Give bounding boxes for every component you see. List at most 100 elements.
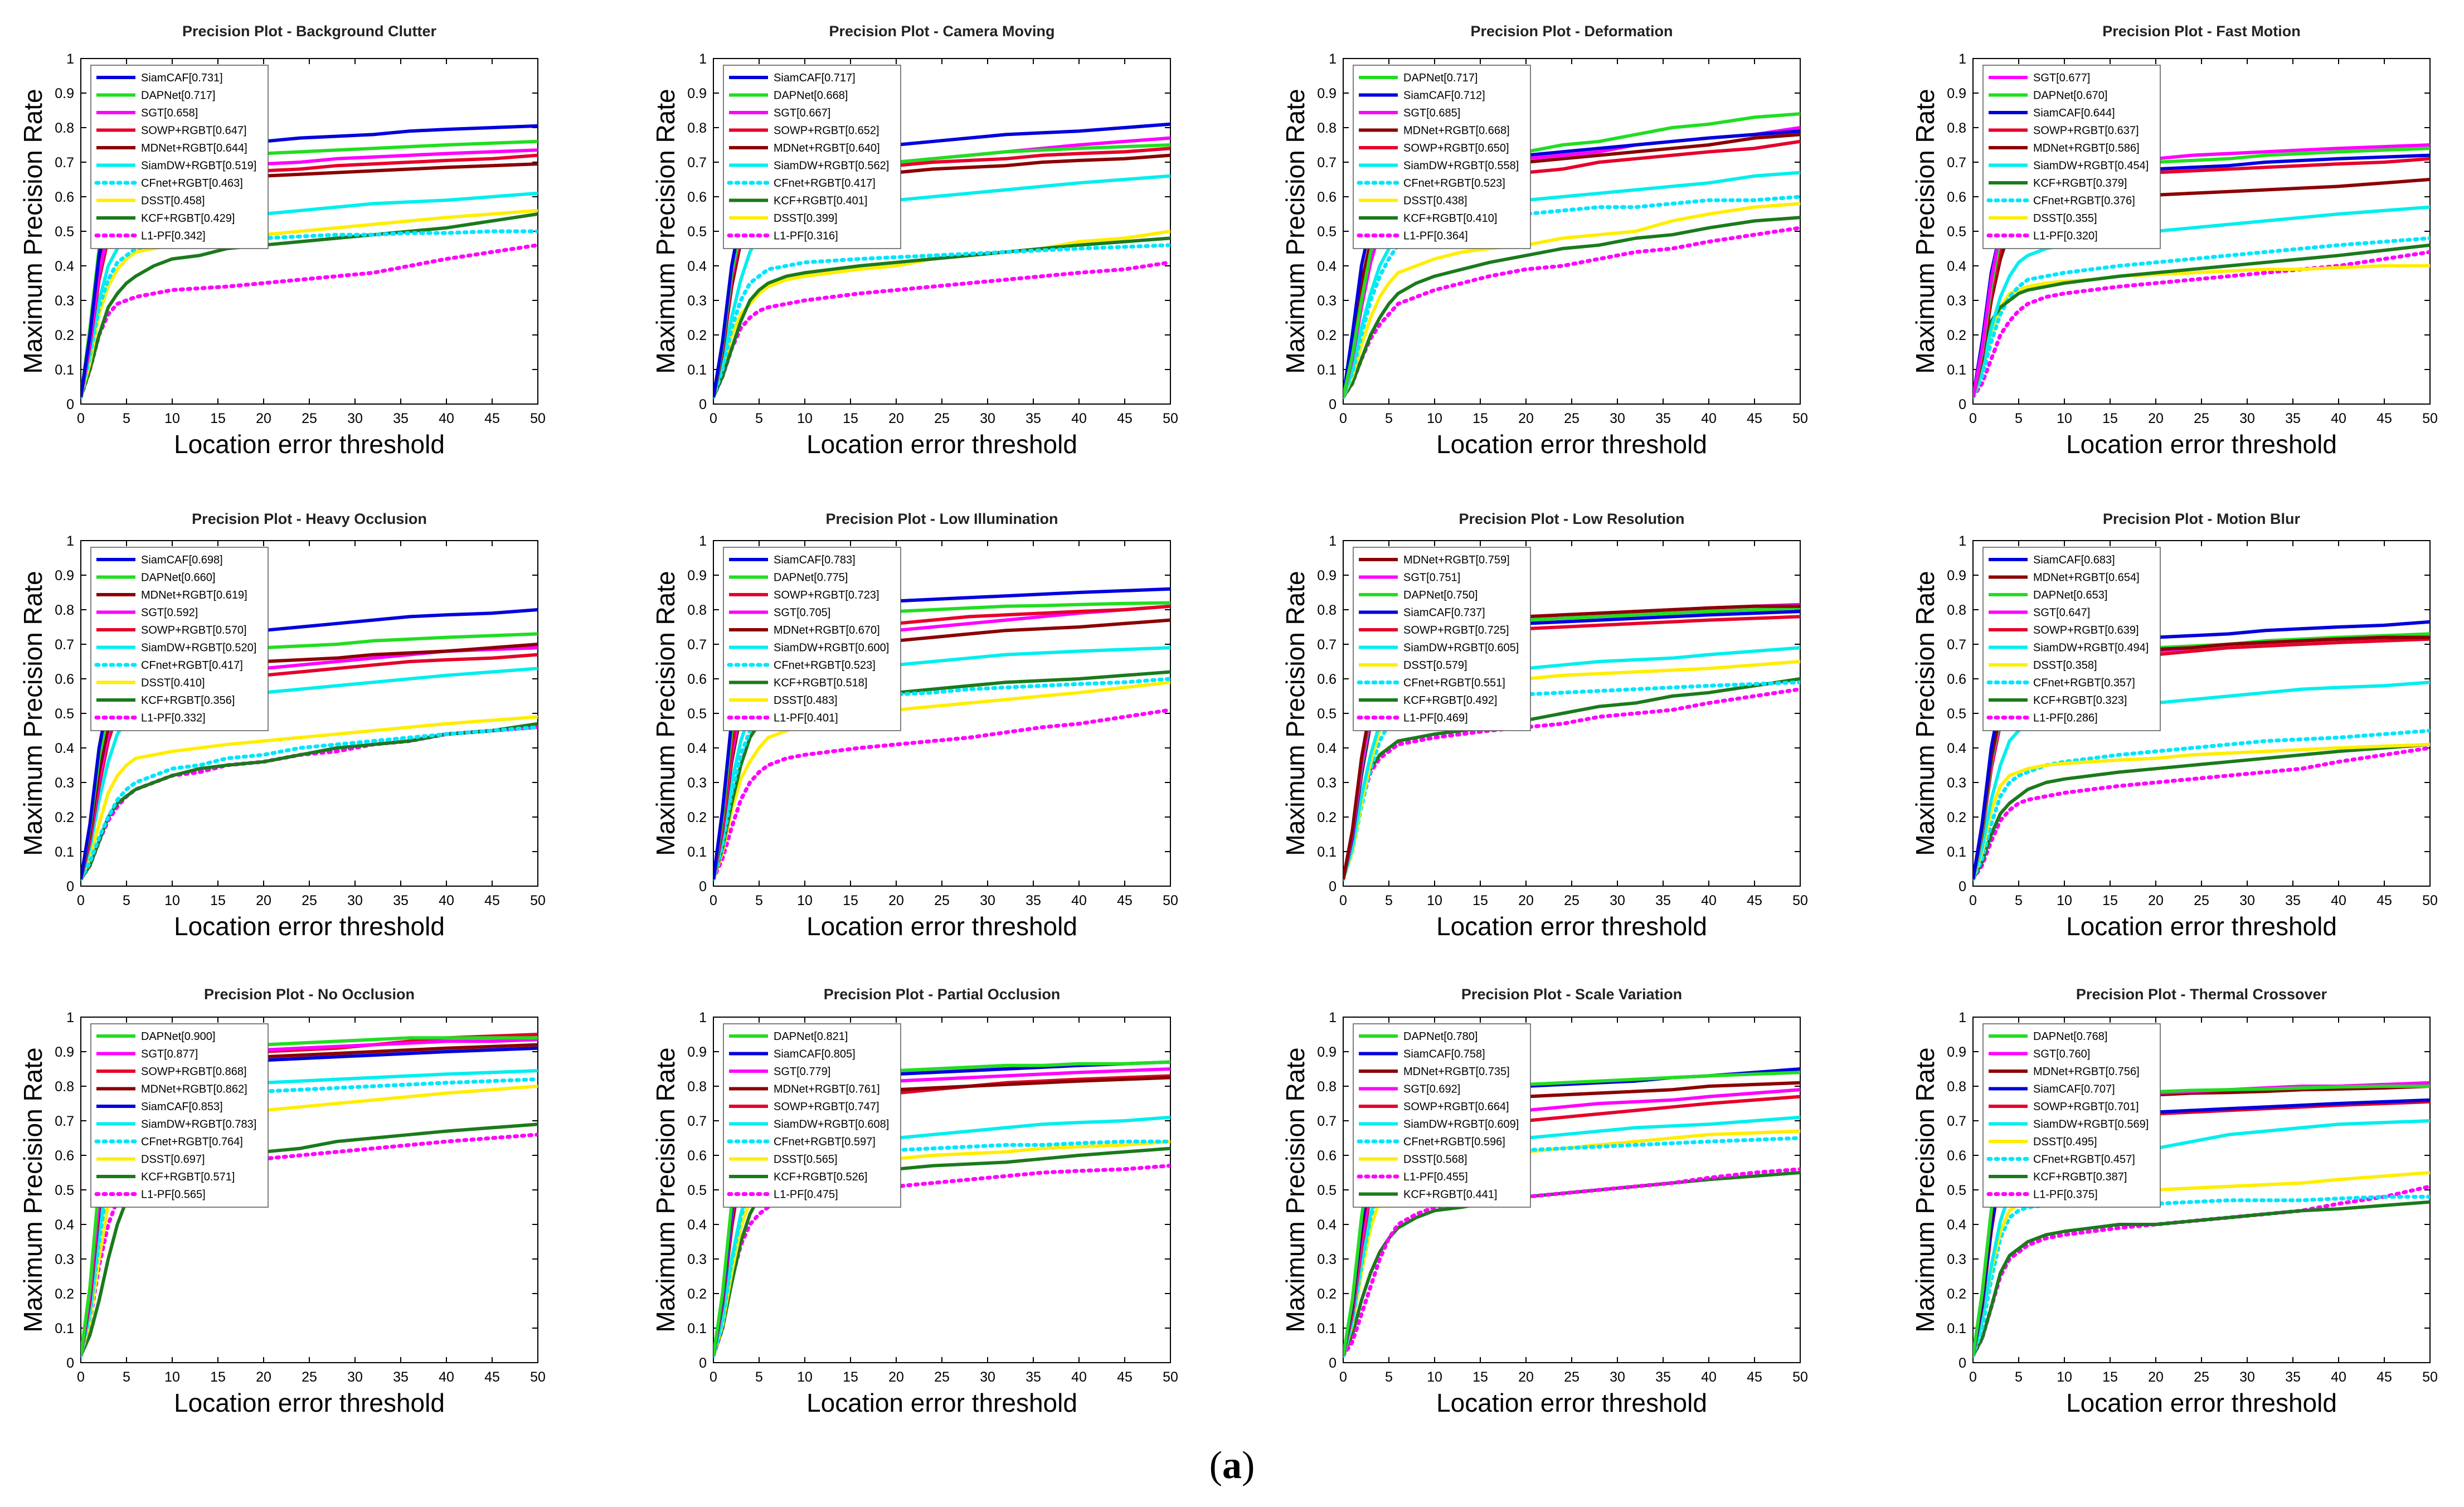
series-line	[1973, 1200, 2430, 1357]
legend-entry: DSST[0.355]	[2033, 212, 2097, 225]
legend-entry: L1-PF[0.565]	[141, 1189, 206, 1201]
y-tick-label: 0.6	[1317, 189, 1337, 205]
legend-entry: KCF+RGBT[0.492]	[1403, 694, 1497, 707]
legend-entry: DAPNet[0.670]	[2033, 90, 2107, 102]
x-tick-label: 0	[77, 1369, 85, 1385]
chart-panel: Precision Plot - Thermal Crossover 0 0.1 0.…	[1911, 986, 2438, 1417]
series-line	[713, 260, 1170, 400]
legend-entry: SOWP+RGBT[0.747]	[774, 1101, 879, 1113]
x-tick-label: 10	[1427, 411, 1442, 426]
legend-entry: SiamDW+RGBT[0.783]	[141, 1119, 256, 1131]
x-tick-label: 40	[439, 1369, 454, 1385]
x-tick-label: 50	[530, 893, 546, 908]
series-line	[1343, 226, 1800, 400]
legend-entry: DAPNet[0.653]	[2033, 589, 2107, 601]
y-tick-label: 0.4	[687, 259, 707, 274]
x-tick-label: 40	[2331, 1369, 2346, 1385]
x-tick-label: 10	[797, 411, 813, 426]
x-tick-label: 5	[123, 893, 130, 908]
y-tick-label: 0.7	[1317, 637, 1337, 653]
x-tick-label: 10	[1427, 893, 1442, 908]
x-tick-label: 0	[77, 411, 85, 426]
y-tick-label: 0.9	[55, 86, 74, 101]
x-tick-label: 50	[530, 411, 546, 426]
chart-panel: Precision Plot - Low Resolution 0 0.1 0.2 0.…	[1281, 511, 1808, 941]
y-tick-label: 0.1	[687, 362, 707, 378]
x-tick-label: 10	[164, 411, 180, 426]
x-tick-label: 5	[123, 411, 130, 426]
chart-title: Precision Plot - No Occlusion	[204, 986, 415, 1003]
x-tick-label: 10	[2057, 1369, 2072, 1385]
y-tick-label: 0.7	[55, 1114, 74, 1129]
y-tick-label: 0	[1958, 879, 1966, 895]
legend-entry: DAPNet[0.768]	[2033, 1030, 2107, 1043]
legend-entry: SGT[0.592]	[141, 607, 198, 619]
x-tick-label: 45	[484, 893, 500, 908]
y-tick-label: 0.3	[687, 1252, 707, 1267]
legend-entry: MDNet+RGBT[0.735]	[1403, 1066, 1510, 1078]
x-tick-label: 50	[2422, 411, 2438, 426]
x-axis-label: Location error threshold	[174, 912, 445, 941]
legend-entry: CFnet+RGBT[0.597]	[774, 1136, 876, 1148]
y-tick-label: 0.6	[55, 672, 74, 687]
y-tick-label: 0.2	[55, 1286, 74, 1302]
x-tick-label: 30	[1610, 893, 1625, 908]
y-tick-label: 0.2	[687, 810, 707, 825]
y-tick-label: 0	[66, 1355, 74, 1371]
y-tick-label: 0.2	[1947, 1286, 1966, 1302]
series-line	[1343, 216, 1800, 398]
y-tick-label: 0.2	[55, 810, 74, 825]
y-axis-label: Maximum Precision Rate	[1281, 89, 1310, 373]
y-tick-label: 1	[699, 533, 707, 549]
legend-entry: DAPNet[0.668]	[774, 90, 848, 102]
chart-panel: Precision Plot - Camera Moving 0 0.1 0.2 0.3…	[651, 23, 1178, 459]
legend-entry: SiamCAF[0.712]	[1403, 90, 1485, 102]
y-tick-label: 1	[1958, 51, 1966, 67]
x-tick-label: 25	[2194, 893, 2209, 908]
x-tick-label: 35	[1026, 1369, 1041, 1385]
x-tick-label: 30	[980, 1369, 995, 1385]
x-tick-label: 15	[210, 411, 226, 426]
legend-entry: SiamCAF[0.783]	[774, 554, 856, 566]
x-tick-label: 25	[934, 1369, 950, 1385]
y-tick-label: 0.2	[687, 328, 707, 343]
legend-entry: MDNet+RGBT[0.862]	[141, 1083, 247, 1096]
x-tick-label: 0	[1339, 893, 1347, 908]
y-tick-label: 0.5	[55, 1183, 74, 1198]
x-tick-label: 5	[1385, 411, 1393, 426]
y-tick-label: 0.1	[1947, 844, 1966, 860]
x-tick-label: 10	[2057, 411, 2072, 426]
legend-entry: SOWP+RGBT[0.650]	[1403, 142, 1509, 154]
x-tick-label: 45	[1747, 1369, 1762, 1385]
x-tick-label: 5	[2015, 893, 2023, 908]
y-tick-label: 0	[699, 1355, 707, 1371]
x-tick-label: 15	[1472, 893, 1488, 908]
x-tick-label: 5	[755, 893, 763, 908]
legend: SiamCAF[0.783] DAPNet[0.775] SOWP+RGBT[0.7…	[723, 547, 901, 731]
legend-entry: MDNet+RGBT[0.586]	[2033, 142, 2140, 154]
legend-entry: MDNet+RGBT[0.640]	[774, 142, 880, 154]
x-tick-label: 25	[1564, 411, 1580, 426]
x-tick-label: 20	[2148, 411, 2164, 426]
x-axis-label: Location error threshold	[1436, 430, 1707, 459]
y-tick-label: 0.4	[55, 259, 74, 274]
y-tick-label: 0.1	[1947, 362, 1966, 378]
y-tick-label: 0.2	[55, 328, 74, 343]
y-tick-label: 0.9	[1317, 568, 1337, 584]
legend-entry: L1-PF[0.469]	[1403, 712, 1468, 725]
y-tick-label: 0.7	[55, 155, 74, 171]
legend-entry: MDNet+RGBT[0.670]	[774, 624, 880, 636]
legend-entry: SiamCAF[0.644]	[2033, 107, 2115, 119]
legend-entry: KCF+RGBT[0.410]	[1403, 212, 1497, 225]
series-line	[81, 725, 538, 882]
y-tick-label: 0.6	[687, 189, 707, 205]
y-axis-label: Maximum Precision Rate	[18, 89, 47, 373]
y-tick-label: 0.9	[687, 86, 707, 101]
x-tick-label: 25	[1564, 893, 1580, 908]
x-tick-label: 30	[347, 893, 363, 908]
y-tick-label: 1	[699, 1010, 707, 1025]
legend-entry: KCF+RGBT[0.518]	[774, 677, 867, 689]
legend: DAPNet[0.780] SiamCAF[0.758] MDNet+RGBT[0.…	[1353, 1023, 1531, 1208]
y-tick-label: 1	[699, 51, 707, 67]
